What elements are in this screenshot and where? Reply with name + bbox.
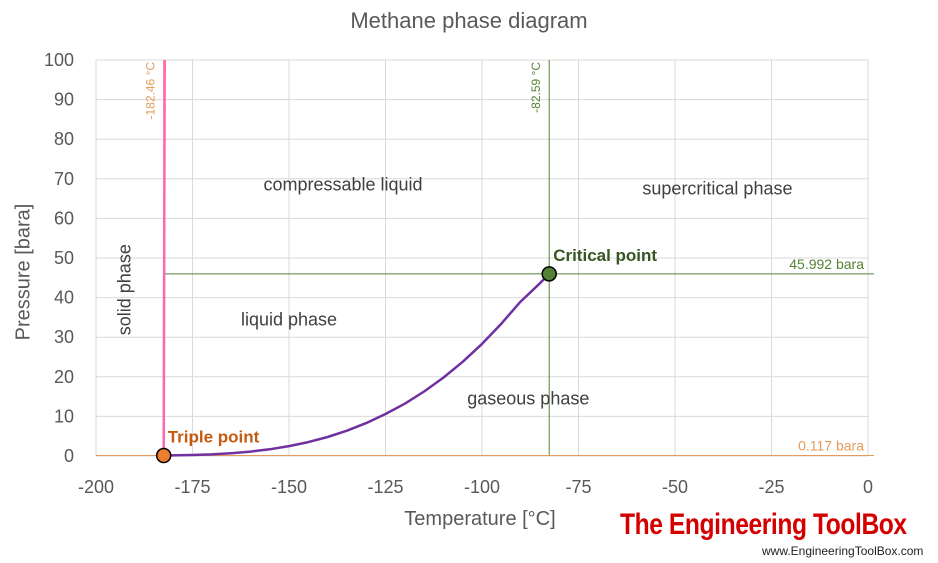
y-tick-label: 60 xyxy=(54,208,74,228)
region-label: supercritical phase xyxy=(642,179,792,199)
region-label: solid phase xyxy=(115,244,135,335)
x-tick-label: -200 xyxy=(78,477,114,497)
point-label: Critical point xyxy=(553,246,657,265)
points: Triple point Critical point xyxy=(155,246,657,464)
y-tick-label: 50 xyxy=(54,248,74,268)
reference-line-label: 45.992 bara xyxy=(789,256,864,272)
region-label: gaseous phase xyxy=(467,389,589,409)
y-tick-label: 40 xyxy=(54,288,74,308)
series-line xyxy=(163,273,551,457)
x-axis-title: Temperature [°C] xyxy=(404,508,556,530)
brand-logo: The Engineering ToolBox xyxy=(620,508,907,541)
x-tick-label: -25 xyxy=(758,477,784,497)
reference-line-label: 0.117 bara xyxy=(798,438,864,454)
y-tick-label: 0 xyxy=(64,446,74,466)
point-marker xyxy=(155,447,172,464)
y-tick-label: 20 xyxy=(54,367,74,387)
y-tick-label: 70 xyxy=(54,169,74,189)
y-tick-label: 90 xyxy=(54,90,74,110)
y-tick-label: 30 xyxy=(54,327,74,347)
reference-lines: -182.46 °C -82.59 °C 45.992 bara 0.117 bara xyxy=(96,60,874,457)
region-label: compressable liquid xyxy=(263,175,422,195)
reference-line-label: -82.59 °C xyxy=(529,62,543,113)
series-line xyxy=(162,59,166,456)
region-label: liquid phase xyxy=(241,309,337,329)
brand-url: www.EngineeringToolBox.com xyxy=(762,544,924,558)
chart-title: Methane phase diagram xyxy=(350,8,588,33)
reference-line-label: -182.46 °C xyxy=(144,62,158,120)
y-tick-label: 80 xyxy=(54,129,74,149)
annotations: compressable liquid supercritical phase li… xyxy=(115,175,793,409)
series-lines xyxy=(162,59,551,457)
y-axis-title: Pressure [bara] xyxy=(12,203,35,341)
point-label: Triple point xyxy=(168,428,260,447)
x-tick-label: 0 xyxy=(863,477,873,497)
y-tick-label: 10 xyxy=(54,406,74,426)
tick-labels: -200 -175 -150 -125 -100 -75 -50 -25 0 0 10 20 30 40 5… xyxy=(44,50,873,497)
x-tick-label: -150 xyxy=(271,477,307,497)
x-tick-label: -50 xyxy=(662,477,688,497)
x-tick-label: -75 xyxy=(565,477,591,497)
y-tick-label: 100 xyxy=(44,50,74,70)
point-marker xyxy=(541,266,557,282)
x-tick-label: -125 xyxy=(367,477,403,497)
x-tick-label: -175 xyxy=(174,477,210,497)
x-tick-label: -100 xyxy=(464,477,500,497)
